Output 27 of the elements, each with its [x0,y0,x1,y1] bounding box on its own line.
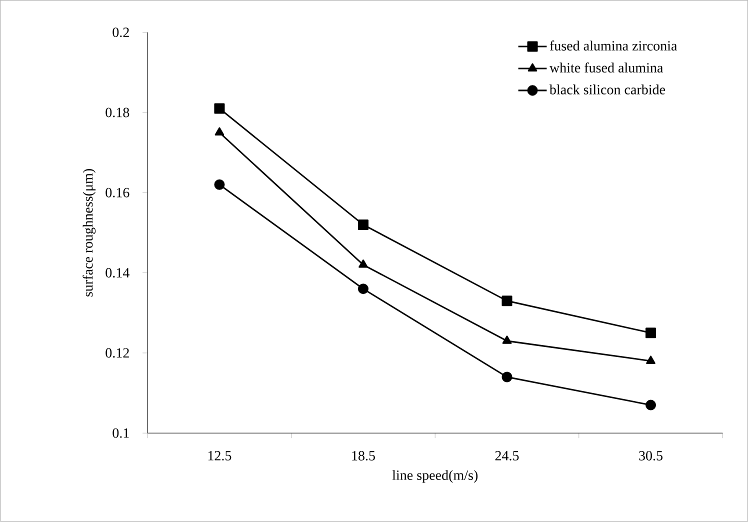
y-tick-label: 0.2 [112,28,129,38]
point [502,296,512,306]
y-tick-label: 0.16 [106,188,130,198]
y-tick-label: 0.18 [106,108,130,118]
x-tick-label: 24.5 [495,451,519,461]
legend-label: black silicon carbide [549,84,666,95]
point [214,103,225,114]
point [358,260,368,268]
point [502,372,512,382]
y-axis-title: surface roughness(μm) [82,169,96,297]
point [646,356,656,364]
y-tick-label: 0.14 [106,268,130,278]
point [214,180,225,190]
point [502,336,512,344]
y-tick-label: 0.12 [106,348,129,358]
point [646,328,656,338]
point [646,400,656,411]
point [214,127,224,136]
x-tick-label: 12.5 [208,451,232,461]
y-tick-label: 0.1 [112,428,129,438]
point [358,284,368,294]
legend-label: white fused alumina [549,62,664,73]
x-tick-label: 18.5 [352,451,375,461]
x-tick-label: 30.5 [639,451,662,461]
point [358,220,368,230]
x-axis-title: line speed(m/s) [392,470,478,484]
legend-label: fused alumina zirconia [550,40,678,51]
